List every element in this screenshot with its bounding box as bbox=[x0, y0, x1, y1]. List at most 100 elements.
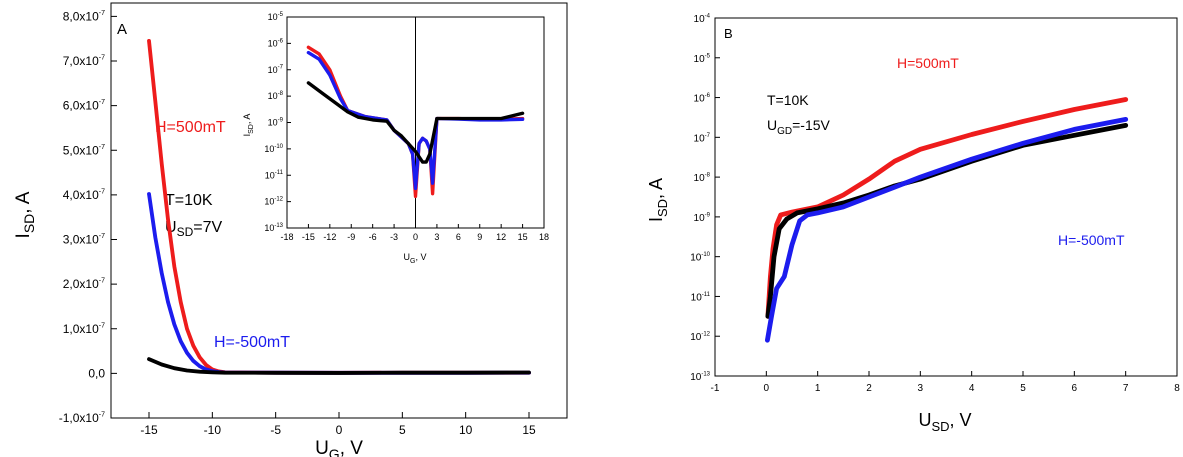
panel-b-series-red-point bbox=[778, 212, 783, 217]
panel-b-x-tick-label: 8 bbox=[1174, 383, 1180, 394]
panel-a-inset-series-black-line bbox=[306, 81, 525, 164]
panel-a-series-blue-point bbox=[172, 322, 176, 326]
panel-a-x-tick-label: -5 bbox=[270, 423, 281, 437]
panel-b-y-tick-label: 10-5 bbox=[694, 53, 711, 65]
panel-b-y-tick-label: 10-11 bbox=[691, 292, 711, 304]
panel-a-inset-series-black-point bbox=[346, 110, 350, 114]
panel-a-inset-series-black-point bbox=[335, 102, 339, 106]
panel-b-series-blue-point bbox=[867, 195, 871, 199]
panel-b-series-red-point bbox=[774, 222, 779, 227]
panel-a-inset-y-tick-label: 10-7 bbox=[268, 65, 284, 75]
panel-a-inset-series-black-point bbox=[424, 160, 428, 164]
panel-a-usd-label: USD=7V bbox=[165, 219, 222, 239]
panel-b-frame bbox=[714, 17, 1178, 377]
panel-a-x-tick-label: 10 bbox=[459, 423, 473, 437]
panel-a-series-black-point bbox=[223, 371, 227, 375]
panel-a-y-tick-label: 0,0 bbox=[88, 366, 105, 380]
panel-a-y-tick-label: 7,0x10-7 bbox=[63, 54, 105, 68]
panel-a-series-red-point bbox=[160, 162, 164, 166]
panel-a-inset-x-tick-label: 12 bbox=[496, 232, 506, 242]
panel-a-x-tick-label: 0 bbox=[336, 423, 343, 437]
panel-a-inset-series-red-point bbox=[307, 45, 310, 49]
panel-a-inset-x-tick-label: -12 bbox=[323, 232, 336, 242]
panel-a-series-black-point bbox=[400, 371, 404, 375]
panel-b-series-black-point bbox=[795, 210, 800, 215]
panel-b-series-black-point bbox=[772, 254, 776, 259]
panel-a-series-blue-point bbox=[185, 351, 189, 355]
panel-b-series-blue-point bbox=[969, 157, 974, 162]
panel-a-series-black-point bbox=[210, 370, 214, 374]
panel-a-temp-label: T=10K bbox=[165, 192, 213, 209]
panel-a-inset-series-blue-point bbox=[521, 117, 524, 121]
panel-b-x-tick-label: 4 bbox=[969, 383, 975, 394]
panel-b-series-blue-point bbox=[805, 212, 810, 217]
panel-a-series-black-point bbox=[198, 370, 202, 374]
panel-a-inset-x-tick-label: 18 bbox=[539, 232, 549, 242]
panel-a-inset-series-red-point bbox=[328, 68, 332, 72]
panel-a-inset-series-black-point bbox=[357, 115, 360, 119]
panel-b-series-red-point bbox=[867, 177, 871, 182]
panel-a-inset-series-black-point bbox=[407, 142, 410, 146]
panel-a-series-red-point bbox=[185, 327, 189, 331]
panel-b-series-blue-point bbox=[797, 218, 802, 223]
panel-a-inset-y-tick-label: 10-11 bbox=[265, 170, 284, 180]
panel-a-inset-series-red-point bbox=[431, 192, 434, 196]
panel-a-inset-x-tick-label: 0 bbox=[413, 232, 418, 242]
panel-a-label: A bbox=[117, 21, 127, 38]
panel-b-series-red-point bbox=[1021, 119, 1025, 124]
panel-b-x-tick-label: 3 bbox=[918, 383, 924, 394]
panel-a-inset-x-tick-label: -18 bbox=[280, 232, 293, 242]
panel-a-inset-x-tick-label: 9 bbox=[477, 232, 482, 242]
panel-a-inset-series-black-point bbox=[371, 118, 375, 122]
panel-b-series-blue-point bbox=[1072, 127, 1077, 132]
panel-a-inset-series-black-point bbox=[392, 129, 396, 132]
panel-a-inset-series-black-point bbox=[417, 155, 421, 159]
panel-a-inset-series-black-point bbox=[521, 111, 524, 115]
panel-a-series-red-point bbox=[179, 300, 183, 304]
panel-b-blue-label: H=-500mT bbox=[1058, 232, 1125, 248]
panel-a-y-tick-label: -1,0x10-7 bbox=[59, 411, 105, 425]
panel-b-series-blue-point bbox=[918, 175, 923, 180]
panel-b-y-tick-label: 10-10 bbox=[690, 252, 710, 264]
panel-a-series-red-point bbox=[172, 264, 176, 268]
panel-a-inset-y-tick-label: 10-8 bbox=[268, 91, 284, 101]
panel-a-series-black-point bbox=[160, 362, 164, 367]
panel-b-x-tick-label: -1 bbox=[711, 383, 720, 394]
panel-a-series-blue-point bbox=[147, 192, 151, 196]
panel-b-series-blue-line bbox=[765, 117, 1129, 343]
panel-b-series-blue-point bbox=[892, 185, 897, 190]
panel-a-series-black-point bbox=[527, 370, 531, 375]
panel-a-series-black-point bbox=[147, 357, 151, 361]
panel-a-inset-series-blue-point bbox=[421, 136, 424, 140]
panel-b-x-axis-label: USD, V bbox=[918, 410, 971, 434]
panel-a-inset-series-black-point bbox=[499, 117, 503, 120]
panel-a-series-blue-point bbox=[198, 364, 202, 368]
panel-a-inset-x-tick-label: 3 bbox=[434, 232, 439, 242]
panel-a-blue-label: H=-500mT bbox=[214, 334, 290, 351]
panel-b-red-label: H=500mT bbox=[897, 55, 959, 71]
panel-b-series-red-point bbox=[918, 147, 923, 152]
panel-a-inset-series-blue-point bbox=[411, 152, 414, 156]
panel-a-inset-y-tick-label: 10-9 bbox=[268, 117, 284, 127]
panel-b-x-tick-label: 1 bbox=[815, 383, 821, 394]
panel-a-y-tick-label: 5,0x10-7 bbox=[63, 143, 105, 157]
panel-a-series-blue-point bbox=[153, 235, 157, 239]
panel-a-series-black-line bbox=[147, 357, 531, 375]
panel-a-y-tick-label: 2,0x10-7 bbox=[63, 277, 105, 291]
panel-b-series-blue-point bbox=[765, 338, 770, 343]
panel-a-inset-y-tick-label: 10-6 bbox=[268, 38, 284, 48]
panel-a-x-axis-label: UG, V bbox=[315, 438, 363, 457]
panel-a-inset-series-black-point bbox=[456, 117, 460, 120]
panel-b-series-blue-point bbox=[815, 210, 820, 215]
chart-marks: -15 -10 -5 0 5 10 15-1,0x10-70,01,0x10-72,0x10… bbox=[59, 9, 1180, 437]
panel-a-x-tick-label: 15 bbox=[522, 423, 536, 437]
panel-a-series-red-point bbox=[166, 217, 170, 221]
panel-a-inset-series-red-point bbox=[317, 52, 321, 56]
panel-a-inset-series-black-point bbox=[478, 117, 482, 120]
panel-b-temp-label: T=10K bbox=[767, 92, 809, 108]
panel-a-inset-series-blue-point bbox=[431, 181, 434, 185]
panel-b-series-blue-point bbox=[782, 274, 787, 279]
panel-a-y-tick-label: 8,0x10-7 bbox=[63, 9, 105, 23]
panel-b-series-black-point bbox=[784, 216, 789, 221]
